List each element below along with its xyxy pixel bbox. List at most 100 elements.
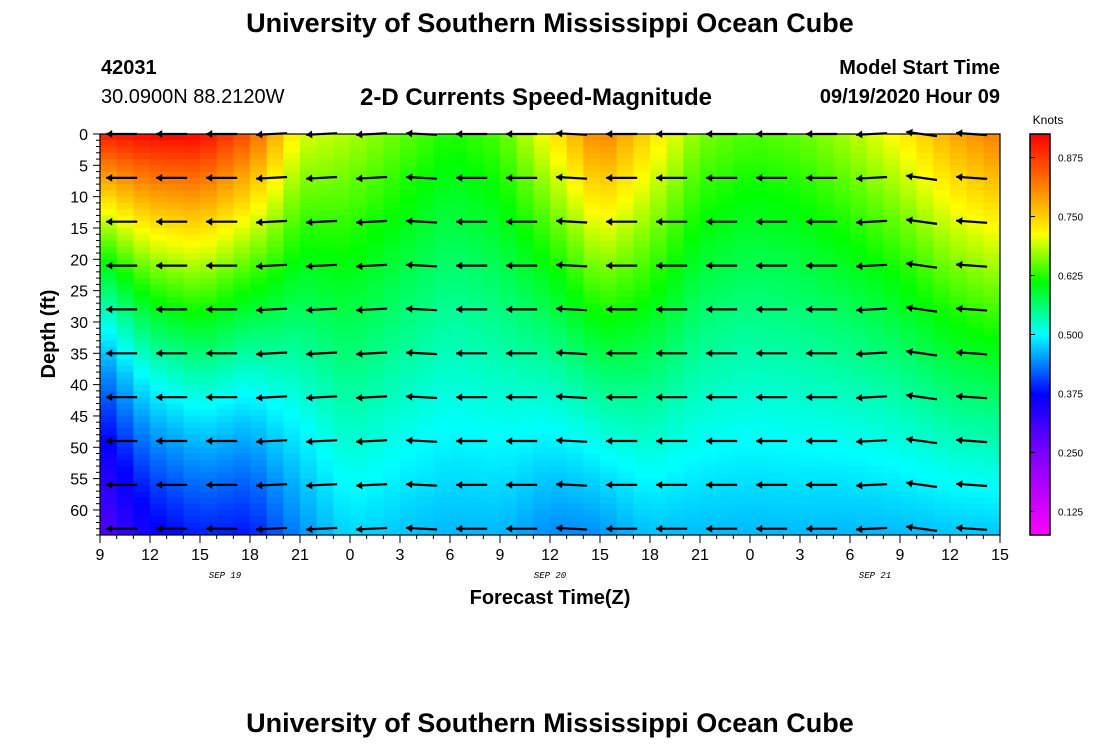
heatmap-cell — [333, 397, 351, 405]
heatmap-cell — [916, 221, 934, 229]
heatmap-cell — [133, 165, 151, 173]
heatmap-cell — [800, 384, 818, 392]
heatmap-cell — [433, 234, 451, 242]
heatmap-cell — [450, 315, 468, 323]
heatmap-cell — [616, 296, 634, 304]
heatmap-cell — [150, 271, 168, 279]
heatmap-cell — [766, 265, 784, 273]
heatmap-cell — [533, 478, 551, 486]
heatmap-cell — [516, 459, 534, 467]
heatmap-cell — [500, 134, 518, 141]
heatmap-cell — [833, 146, 851, 154]
heatmap-cell — [966, 209, 984, 217]
heatmap-cell — [383, 428, 401, 436]
heatmap-cell — [766, 234, 784, 242]
heatmap-cell — [700, 184, 718, 191]
heatmap-cell — [383, 134, 401, 141]
vector-head — [606, 437, 613, 445]
heatmap-cell — [283, 265, 301, 273]
heatmap-cell — [500, 340, 518, 348]
heatmap-cell — [333, 265, 351, 273]
heatmap-cell — [583, 441, 601, 448]
y-tick-label: 60 — [70, 503, 88, 520]
heatmap-cell — [516, 190, 534, 198]
heatmap-cell — [316, 134, 334, 141]
heatmap-cell — [883, 265, 901, 273]
heatmap-cell — [983, 328, 1000, 336]
heatmap-cell — [316, 259, 334, 267]
heatmap-cell — [950, 528, 968, 535]
heatmap-cell — [950, 146, 968, 154]
heatmap-cell — [916, 372, 934, 379]
vector-head — [906, 523, 913, 532]
heatmap-cell — [533, 259, 551, 267]
heatmap-cell — [816, 384, 834, 392]
heatmap-cell — [783, 278, 801, 285]
vector-head — [506, 393, 513, 402]
heatmap-cell — [783, 441, 801, 448]
heatmap-cell — [350, 453, 368, 461]
current-vector — [406, 217, 438, 226]
heatmap-cell — [483, 296, 501, 304]
heatmap-cell — [333, 296, 351, 304]
heatmap-cell — [333, 202, 351, 210]
heatmap-cell — [466, 466, 484, 473]
heatmap-cell — [116, 296, 134, 304]
heatmap-cell — [100, 184, 118, 191]
heatmap-cell — [766, 466, 784, 473]
current-vector — [156, 393, 188, 402]
heatmap-cell — [866, 227, 884, 235]
heatmap-cell — [983, 259, 1000, 267]
heatmap-cell — [650, 409, 668, 417]
heatmap-cell — [333, 403, 351, 411]
heatmap-cell — [266, 453, 284, 461]
heatmap-cell — [116, 422, 134, 430]
heatmap-cell — [750, 397, 768, 405]
current-vector — [256, 481, 288, 490]
heatmap-cell — [216, 466, 234, 473]
heatmap-cell — [283, 328, 301, 336]
heatmap-cell — [566, 528, 584, 535]
heatmap-cell — [283, 484, 301, 492]
heatmap-cell — [350, 347, 368, 354]
heatmap-cell — [733, 184, 751, 191]
current-vector — [356, 305, 388, 314]
heatmap-cell — [733, 152, 751, 160]
heatmap-cell — [350, 321, 368, 329]
heatmap-cell — [466, 478, 484, 486]
heatmap-cell — [266, 290, 284, 298]
vector-head — [556, 348, 563, 357]
heatmap-cell — [650, 227, 668, 235]
heatmap-cell — [116, 359, 134, 367]
heatmap-cell — [266, 478, 284, 486]
heatmap-cell — [483, 384, 501, 392]
heatmap-cell — [583, 484, 601, 492]
heatmap-cell — [750, 384, 768, 392]
heatmap-cell — [583, 491, 601, 499]
heatmap-cell — [483, 321, 501, 329]
heatmap-cell — [200, 497, 218, 505]
heatmap-cell — [400, 184, 418, 191]
heatmap-cell — [550, 159, 568, 166]
vector-head — [906, 172, 913, 181]
current-vector — [356, 393, 388, 402]
heatmap-cell — [883, 441, 901, 448]
heatmap-cell — [750, 202, 768, 210]
current-vector — [206, 305, 238, 314]
heatmap-cell — [766, 340, 784, 348]
heatmap-cell — [216, 422, 234, 430]
heatmap-cell — [483, 340, 501, 348]
heatmap-cell — [616, 140, 634, 148]
heatmap-cell — [750, 221, 768, 229]
heatmap-cell — [550, 265, 568, 273]
heatmap-cell — [233, 271, 251, 279]
heatmap-cell — [366, 459, 384, 467]
heatmap-cell — [216, 509, 234, 517]
heatmap-cell — [466, 296, 484, 304]
heatmap-cell — [916, 516, 934, 524]
heatmap-cell — [900, 240, 918, 248]
heatmap-cell — [766, 296, 784, 304]
heatmap-cell — [616, 441, 634, 448]
heatmap-cell — [700, 453, 718, 461]
